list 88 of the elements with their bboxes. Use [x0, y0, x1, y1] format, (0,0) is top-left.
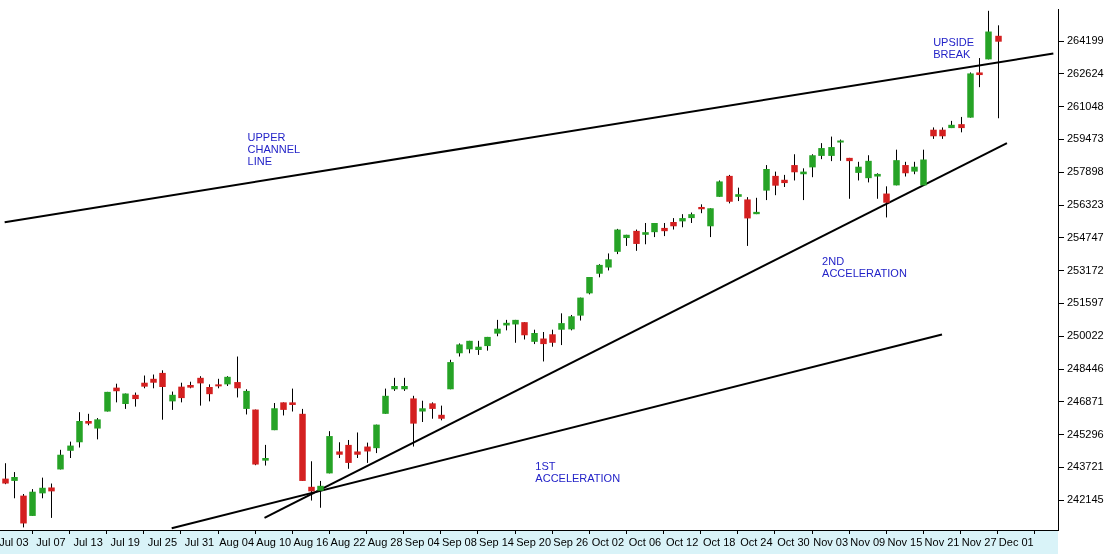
y-tick-label: 245296 — [1067, 427, 1104, 440]
candlestick — [113, 383, 120, 403]
x-tick-label: Oct 30 — [777, 535, 810, 548]
y-tick-label: 242145 — [1067, 493, 1104, 506]
candlestick — [883, 185, 890, 218]
candlestick — [178, 382, 185, 403]
candlestick — [772, 171, 779, 196]
y-tick-label: 257898 — [1067, 165, 1104, 178]
y-tick-label: 251597 — [1067, 296, 1104, 309]
annotation: UPPER CHANNEL LINE — [247, 130, 301, 167]
x-tick-label: Jul 19 — [110, 535, 140, 548]
x-tick-label: Aug 28 — [367, 535, 403, 548]
y-tick-label: 246871 — [1067, 394, 1104, 407]
candlestick — [39, 477, 46, 499]
x-tick-label: Oct 12 — [665, 535, 699, 548]
candlestick — [837, 139, 844, 162]
candlestick — [763, 164, 770, 201]
x-tick-label: Sep 20 — [516, 535, 552, 548]
y-tick-label: 259473 — [1067, 132, 1104, 145]
candlestick — [419, 400, 426, 423]
y-tick-label: 264199 — [1067, 34, 1104, 47]
x-tick-label: Oct 18 — [703, 535, 736, 548]
candlestick — [791, 153, 798, 181]
candlestick — [855, 161, 862, 181]
candlestick — [633, 229, 640, 252]
candlestick — [197, 375, 204, 407]
x-tick-label: Nov 09 — [850, 535, 886, 548]
y-tick-label: 262624 — [1067, 66, 1104, 79]
annotation: UPSIDE BREAK — [933, 35, 975, 60]
y-tick-label: 253172 — [1067, 263, 1104, 276]
x-tick-label: Jul 03 — [0, 535, 29, 548]
annotation: 2ND ACCELERATION — [822, 255, 907, 280]
candlestick — [243, 388, 250, 415]
x-tick-label: Jul 31 — [184, 535, 215, 548]
candlestick — [707, 207, 714, 238]
candlestick — [271, 402, 278, 431]
x-tick-label: Jul 25 — [147, 535, 178, 548]
candlestick — [846, 157, 853, 200]
candlestick — [159, 369, 166, 421]
candlestick — [345, 439, 352, 470]
y-tick-label: 254747 — [1067, 230, 1104, 243]
y-tick-label: 248446 — [1067, 362, 1104, 375]
y-tick-label: 256323 — [1067, 198, 1104, 211]
candlestick — [744, 196, 751, 247]
x-tick-label: Aug 04 — [219, 535, 255, 548]
candlestick — [317, 480, 324, 509]
candlestick — [11, 471, 18, 499]
candlestick — [308, 460, 315, 502]
y-tick-label: 243721 — [1067, 460, 1104, 473]
candlestick — [373, 424, 380, 454]
candlestick — [169, 391, 176, 411]
candlestick — [540, 331, 547, 362]
x-tick-label: Aug 22 — [330, 535, 366, 548]
candlestick — [976, 57, 983, 88]
candlestick — [865, 154, 872, 183]
x-tick-label: Nov 21 — [924, 535, 960, 548]
x-tick-label: Oct 06 — [628, 535, 662, 548]
candlestick — [48, 483, 55, 519]
annotation: 1ST ACCELERATION — [535, 459, 621, 484]
candlestick — [234, 356, 241, 398]
x-tick-label: Dec 01 — [998, 535, 1034, 548]
candlestick — [642, 222, 649, 245]
candlestick — [614, 228, 621, 255]
x-tick-label: Nov 15 — [887, 535, 923, 548]
candlestick — [809, 153, 816, 178]
x-tick-label: Aug 16 — [293, 535, 329, 548]
x-tick-label: Nov 27 — [961, 535, 997, 548]
candlestick — [382, 388, 389, 415]
candlestick — [289, 388, 296, 413]
candlestick — [558, 312, 565, 346]
x-tick-label: Jul 13 — [73, 535, 103, 548]
candlestick — [828, 136, 835, 162]
x-tick-label: Sep 26 — [553, 535, 589, 548]
x-tick-label: Sep 14 — [479, 535, 514, 548]
x-tick-label: Aug 10 — [256, 535, 292, 548]
candlestick — [94, 417, 101, 440]
x-tick-label: Oct 24 — [740, 535, 773, 548]
y-tick-label: 250022 — [1067, 329, 1104, 342]
x-tick-label: Sep 08 — [441, 535, 477, 548]
x-tick-label: Sep 04 — [404, 535, 440, 548]
x-tick-label: Oct 02 — [591, 535, 625, 548]
candlestick — [76, 411, 83, 449]
candlestick — [354, 431, 361, 459]
x-tick-label: Jul 07 — [36, 535, 66, 548]
x-tick-label: Nov 03 — [813, 535, 849, 548]
candlestick — [262, 444, 269, 467]
y-tick-label: 261048 — [1067, 99, 1104, 112]
candlestick — [874, 172, 881, 200]
